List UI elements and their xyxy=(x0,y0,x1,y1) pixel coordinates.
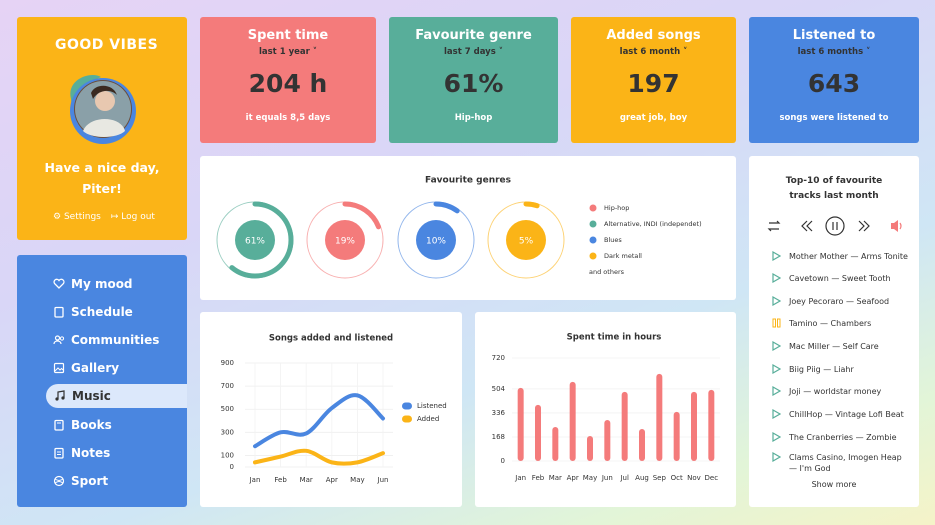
nav-item[interactable]: Communities xyxy=(29,328,187,352)
nav-label[interactable]: Gallery xyxy=(71,361,120,375)
songs-chart-panel xyxy=(200,312,462,507)
stat-note: great job, boy xyxy=(619,113,688,123)
stat-value: 197 xyxy=(627,69,680,98)
genres-panel xyxy=(200,156,736,300)
nav-item-active[interactable]: Music xyxy=(46,384,187,408)
track-name[interactable]: Mac Miller — Self Care xyxy=(789,342,879,351)
stat-card: Favourite genre last 7 days ˅ 61% Hip-ho… xyxy=(389,17,558,143)
tracks-title: Top-10 of favourite tracks last month xyxy=(785,176,883,201)
stat-title: Spent time xyxy=(247,28,329,43)
track-row[interactable]: The Cranberries — Zombie xyxy=(772,432,912,443)
nav-item[interactable]: Books xyxy=(29,413,187,437)
track-row[interactable]: Joey Pecoraro — Seafood xyxy=(772,296,912,307)
volume-button[interactable] xyxy=(891,220,898,232)
stat-title: Listened to xyxy=(792,28,876,43)
nav-label[interactable]: Communities xyxy=(71,333,160,347)
settings-label[interactable]: Settings xyxy=(63,212,101,222)
stat-period[interactable]: last 6 month ˅ xyxy=(619,47,688,57)
stat-note: songs were listened to xyxy=(779,113,889,123)
stat-note: it equals 8,5 days xyxy=(245,113,331,123)
stat-value: 643 xyxy=(807,69,861,98)
nav-item[interactable]: Schedule xyxy=(29,300,187,324)
logout-label[interactable]: Log out xyxy=(121,212,155,222)
stat-value: 204 h xyxy=(248,69,328,98)
stat-value: 61% xyxy=(443,69,504,98)
track-row[interactable]: Clams Casino, Imogen Heap — I'm God xyxy=(772,452,912,474)
nav-panel xyxy=(17,255,187,507)
time-chart-panel xyxy=(475,312,736,507)
stat-period[interactable]: last 1 year ˅ xyxy=(258,47,318,57)
nav-item[interactable]: Gallery xyxy=(29,356,187,380)
tracks-panel: Top-10 of favourite tracks last month Sh… xyxy=(749,156,919,507)
nav-label[interactable]: Schedule xyxy=(71,305,133,319)
pause-button[interactable] xyxy=(825,216,845,236)
track-name[interactable]: The Cranberries — Zombie xyxy=(789,433,897,442)
show-more[interactable]: Show more xyxy=(811,480,857,489)
track-name[interactable]: ChillHop — Vintage Lofi Beat xyxy=(789,410,904,419)
settings-link[interactable]: ⚙ Settings xyxy=(53,212,101,222)
track-row[interactable]: ChillHop — Vintage Lofi Beat xyxy=(772,409,912,420)
track-row-playing[interactable]: Tamino — Chambers xyxy=(772,318,912,329)
track-name[interactable]: Cavetown — Sweet Tooth xyxy=(789,274,891,283)
stat-card: Listened to last 6 months ˅ 643 songs we… xyxy=(749,17,919,143)
track-name[interactable]: Biig Piig — Liahr xyxy=(789,365,854,374)
nav-label[interactable]: Notes xyxy=(71,446,111,460)
stat-card: Spent time last 1 year ˅ 204 h it equals… xyxy=(200,17,376,143)
stat-period[interactable]: last 7 days ˅ xyxy=(444,47,503,57)
avatar xyxy=(70,75,136,144)
track-name[interactable]: Clams Casino, Imogen Heap — I'm God xyxy=(789,453,902,473)
stat-period[interactable]: last 6 months ˅ xyxy=(797,47,871,57)
repeat-button[interactable] xyxy=(767,220,781,232)
next-button[interactable] xyxy=(858,220,870,232)
nav-item[interactable]: My mood xyxy=(29,272,187,296)
nav-item[interactable]: Notes xyxy=(29,441,187,465)
track-name[interactable]: Joji — worldstar money xyxy=(789,387,882,396)
track-name[interactable]: Joey Pecoraro — Seafood xyxy=(789,297,890,306)
track-name[interactable]: Mother Mother — Arms Tonite xyxy=(789,252,908,261)
nav-label[interactable]: My mood xyxy=(71,277,133,291)
track-row[interactable]: Mac Miller — Self Care xyxy=(772,341,912,352)
stat-note: Hip-hop xyxy=(454,113,493,123)
profile-panel: GOOD VIBES Have a nice day, Piter! ⚙ Set… xyxy=(17,17,187,240)
greeting: Have a nice day, Piter! xyxy=(44,160,160,196)
nav-item[interactable]: Sport xyxy=(29,469,187,493)
track-row[interactable]: Biig Piig — Liahr xyxy=(772,364,912,375)
track-row[interactable]: Cavetown — Sweet Tooth xyxy=(772,273,912,284)
nav-label[interactable]: Books xyxy=(71,418,112,432)
track-row[interactable]: Mother Mother — Arms Tonite xyxy=(772,251,912,262)
logout-link[interactable]: ↦ Log out xyxy=(110,212,155,222)
prev-button[interactable] xyxy=(801,220,813,232)
stat-title: Favourite genre xyxy=(415,28,532,43)
player-controls xyxy=(767,216,902,236)
stat-card: Added songs last 6 month ˅ 197 great job… xyxy=(571,17,736,143)
stat-title: Added songs xyxy=(606,28,701,43)
nav-label[interactable]: Music xyxy=(72,389,111,403)
logo[interactable]: GOOD VIBES xyxy=(55,37,159,53)
nav-label[interactable]: Sport xyxy=(71,474,109,488)
track-row[interactable]: Joji — worldstar money xyxy=(772,386,912,397)
track-name[interactable]: Tamino — Chambers xyxy=(789,319,872,328)
